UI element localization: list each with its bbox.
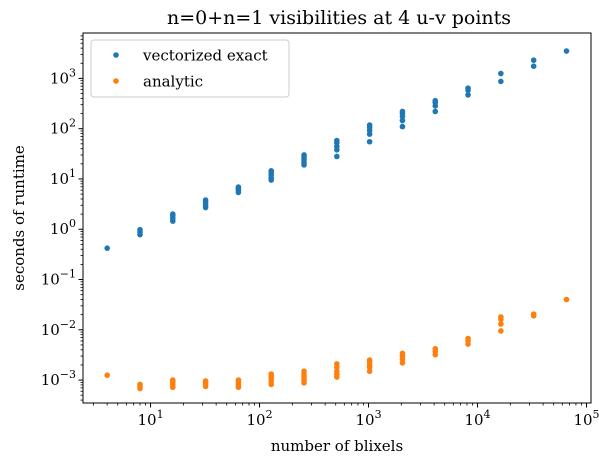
x-tick-label-3: 104 — [464, 408, 490, 429]
data-point-vectorized-exact-25 — [301, 152, 307, 158]
data-point-vectorized-exact-45 — [465, 92, 471, 98]
data-point-vectorized-exact-11 — [202, 197, 209, 203]
legend-label-analytic: analytic — [143, 73, 203, 91]
y-tick-label-3: 100 — [50, 217, 76, 238]
x-axis-label: number of blixels — [271, 437, 403, 455]
legend-marker-analytic — [113, 78, 119, 84]
data-point-vectorized-exact-36 — [399, 123, 406, 130]
data-point-vectorized-exact-30 — [334, 137, 340, 144]
y-tick-label-0: 10−3 — [41, 368, 76, 389]
data-point-analytic-39 — [399, 350, 406, 357]
legend-label-vectorized-exact: vectorized exact — [142, 47, 268, 65]
chart-title: n=0+n=1 visibilities at 4 u-v points — [167, 7, 511, 29]
data-point-vectorized-exact-0 — [104, 245, 110, 251]
data-point-vectorized-exact-52 — [563, 48, 570, 54]
data-point-vectorized-exact-49 — [498, 70, 504, 77]
y-axis-label: seconds of runtime — [10, 145, 28, 291]
data-point-vectorized-exact-51 — [530, 57, 537, 64]
y-tick-label-2: 10−1 — [41, 268, 76, 289]
data-point-vectorized-exact-3 — [137, 226, 143, 233]
y-tick-label-6: 103 — [50, 66, 76, 87]
data-point-analytic-3 — [137, 381, 143, 388]
plot-area — [104, 48, 570, 392]
legend-marker-vectorized-exact — [113, 52, 119, 58]
data-point-analytic-30 — [334, 361, 340, 367]
data-point-vectorized-exact-15 — [235, 184, 242, 190]
data-point-vectorized-exact-40 — [399, 108, 406, 115]
data-point-vectorized-exact-31 — [366, 138, 373, 145]
legend-box — [90, 39, 290, 98]
data-point-analytic-11 — [202, 378, 209, 384]
data-point-analytic-25 — [301, 368, 307, 375]
x-tick-label-1: 102 — [246, 408, 272, 429]
data-point-vectorized-exact-20 — [268, 168, 275, 174]
data-point-analytic-49 — [498, 314, 504, 320]
data-point-vectorized-exact-47 — [465, 85, 471, 91]
y-tick-label-5: 102 — [50, 117, 76, 138]
legend: vectorized exact analytic — [90, 39, 290, 98]
data-point-analytic-20 — [268, 371, 275, 377]
data-point-vectorized-exact-48 — [498, 78, 504, 85]
y-tick-label-4: 101 — [50, 167, 76, 188]
data-point-analytic-31 — [366, 368, 373, 375]
data-point-analytic-42 — [432, 345, 439, 352]
axes-frame — [82, 32, 592, 404]
data-point-analytic-28 — [334, 368, 340, 375]
data-point-analytic-15 — [235, 377, 242, 383]
data-point-vectorized-exact-50 — [530, 63, 537, 69]
data-point-analytic-46 — [498, 328, 504, 334]
data-point-analytic-35 — [366, 357, 373, 363]
data-point-analytic-45 — [465, 335, 471, 342]
data-point-analytic-47 — [498, 321, 504, 327]
x-tick-label-2: 103 — [355, 408, 381, 429]
data-point-vectorized-exact-26 — [334, 153, 340, 160]
data-point-vectorized-exact-7 — [169, 211, 176, 217]
data-point-vectorized-exact-44 — [432, 97, 439, 104]
data-point-analytic-0 — [104, 372, 110, 379]
data-point-analytic-52 — [563, 296, 570, 303]
y-tick-label-1: 10−2 — [41, 318, 76, 339]
x-tick-label-4: 105 — [573, 408, 599, 429]
x-tick-label-0: 101 — [138, 408, 164, 429]
data-point-analytic-7 — [169, 377, 176, 383]
data-point-vectorized-exact-41 — [432, 108, 439, 115]
data-point-vectorized-exact-37 — [399, 117, 406, 124]
data-point-analytic-51 — [530, 311, 537, 317]
data-point-vectorized-exact-35 — [366, 122, 373, 128]
